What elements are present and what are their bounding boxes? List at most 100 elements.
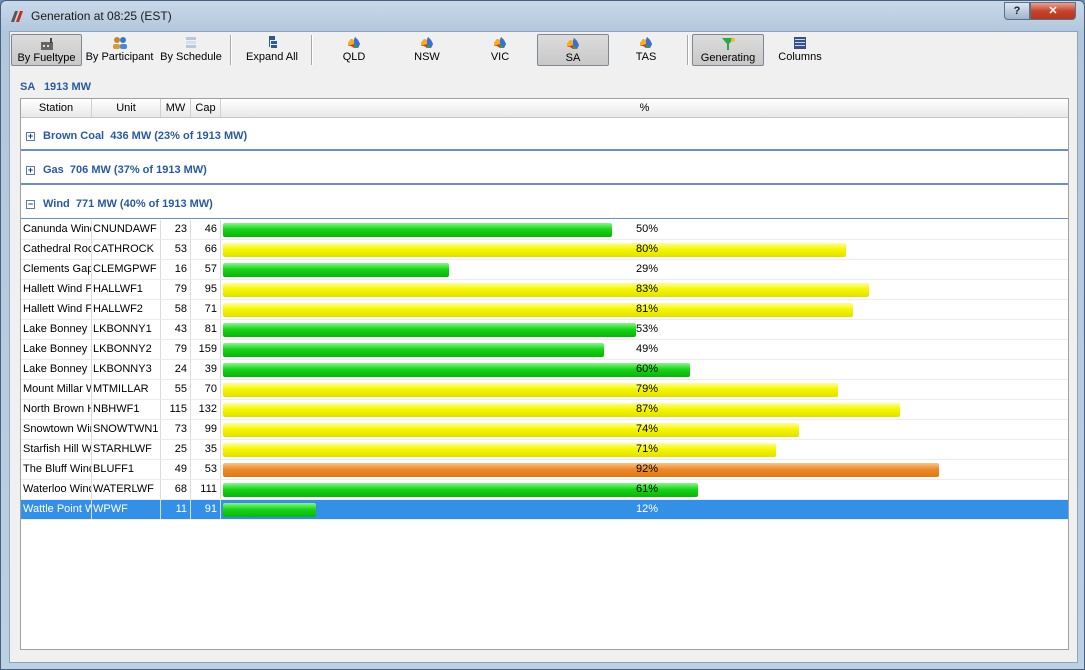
table-row[interactable]: Hallett Wind F HALLWF2 58 71 81% (21, 300, 1068, 320)
capacity-bar (223, 323, 640, 339)
station-cell: Mount Millar W (23, 383, 91, 395)
cap-cell: 70 (204, 383, 217, 395)
column-divider (220, 280, 221, 299)
by-fueltype-label: By Fueltype (17, 52, 76, 64)
table-row[interactable]: Clements Gap CLEMGPWF 16 57 29% (21, 260, 1068, 280)
group-gas[interactable]: + Gas 706 MW (37% of 1913 MW) (21, 152, 1068, 185)
capacity-bar (223, 303, 857, 319)
table-row[interactable]: The Bluff Wind BLUFF1 49 53 92% (21, 460, 1068, 480)
column-divider (190, 340, 191, 359)
group-title: Wind 771 MW (40% of 1913 MW) (43, 198, 213, 210)
group-name: Gas (43, 164, 64, 176)
mw-cell: 68 (174, 483, 187, 495)
table-row[interactable]: Cathedral RocksCATHROCK 53 66 80% (21, 240, 1068, 260)
column-divider (91, 360, 92, 379)
cap-cell: 111 (200, 483, 217, 495)
toolbar-separator (230, 35, 232, 65)
expand-toggle-icon[interactable]: + (26, 131, 35, 141)
percent-cell: 79% (222, 380, 1068, 399)
column-divider (160, 340, 161, 359)
table-row[interactable]: Mount Millar W MTMILLAR 55 70 79% (21, 380, 1068, 400)
table-row[interactable]: Hallett Wind F HALLWF1 79 95 83% (21, 280, 1068, 300)
by-fueltype-button[interactable]: By Fueltype (11, 34, 82, 66)
region-nsw-button[interactable]: NSW (391, 34, 463, 66)
expand-toggle-icon[interactable]: + (26, 165, 35, 175)
columns-button[interactable]: Columns (766, 34, 834, 66)
mw-cell: 24 (174, 363, 187, 375)
region-qld-button[interactable]: QLD (318, 34, 390, 66)
capacity-bar (223, 483, 702, 499)
table-row[interactable]: Starfish Hill Wi STARHLWF 25 35 71% (21, 440, 1068, 460)
column-divider (220, 500, 221, 519)
column-divider (190, 220, 191, 239)
unit-cell: CATHROCK (93, 243, 154, 255)
title-bar[interactable]: Generation at 08:25 (EST) ? ✕ (1, 1, 1084, 31)
australia-map-icon (567, 38, 579, 49)
table-row[interactable]: Lake Bonney S LKBONNY2 79 159 49% (21, 340, 1068, 360)
cap-cell: 159 (198, 343, 217, 355)
generating-button[interactable]: Generating (692, 34, 764, 66)
region-vic-button[interactable]: VIC (464, 34, 536, 66)
table-row[interactable]: Lake Bonney S LKBONNY1 43 81 53% (21, 320, 1068, 340)
unit-cell: SNOWTWN1 (93, 423, 159, 435)
by-schedule-label: By Schedule (160, 51, 222, 63)
column-header-station[interactable]: Station (21, 99, 92, 117)
table-row[interactable]: Wattle Point W WPWF 11 91 12% (21, 500, 1068, 520)
group-summary: 706 MW (37% of 1913 MW) (69, 164, 207, 176)
percent-label: 50% (635, 223, 659, 235)
percent-label: 74% (635, 423, 659, 435)
group-brown-coal[interactable]: + Brown Coal 436 MW (23% of 1913 MW) (21, 118, 1068, 151)
column-divider (160, 480, 161, 499)
table-row[interactable]: Lake Bonney S LKBONNY3 24 39 60% (21, 360, 1068, 380)
column-divider (91, 260, 92, 279)
percent-label: 53% (635, 323, 659, 335)
capacity-bar (223, 423, 803, 439)
percent-cell: 53% (222, 320, 1068, 339)
percent-label: 29% (635, 263, 659, 275)
expand-all-button[interactable]: Expand All (238, 34, 306, 66)
app-logo-icon (11, 11, 23, 22)
cap-cell: 132 (198, 403, 217, 415)
expand-all-icon (269, 36, 277, 48)
table-row[interactable]: Canunda Wind CNUNDAWF 23 46 50% (21, 220, 1068, 240)
column-divider (190, 260, 191, 279)
percent-cell: 61% (222, 480, 1068, 499)
column-header-percent[interactable]: % (639, 102, 650, 114)
table-row[interactable]: Snowtown Win SNOWTWN1 73 99 74% (21, 420, 1068, 440)
group-name: Brown Coal (43, 130, 105, 142)
region-tas-button[interactable]: TAS (610, 34, 682, 66)
cap-cell: 57 (204, 263, 217, 275)
column-divider (91, 320, 92, 339)
by-participant-button[interactable]: By Participant (83, 34, 156, 66)
expand-all-label: Expand All (246, 51, 298, 63)
region-sa-button[interactable]: SA (537, 34, 609, 66)
australia-map-icon (494, 37, 506, 48)
fueltype-icon (40, 38, 53, 50)
mw-cell: 115 (169, 403, 187, 415)
australia-map-icon (640, 37, 652, 48)
close-button[interactable]: ✕ (1030, 2, 1076, 20)
schedule-icon (186, 37, 196, 48)
column-header-mw[interactable]: MW (161, 99, 191, 117)
capacity-bar (223, 403, 904, 419)
column-divider (91, 400, 92, 419)
column-header-cap[interactable]: Cap (191, 99, 221, 117)
column-divider (91, 380, 92, 399)
column-divider (160, 280, 161, 299)
by-schedule-button[interactable]: By Schedule (157, 34, 225, 66)
help-button[interactable]: ? (1004, 2, 1030, 20)
percent-label: 87% (635, 403, 659, 415)
column-header-unit[interactable]: Unit (92, 99, 161, 117)
column-divider (220, 480, 221, 499)
table-row[interactable]: Waterloo Wind WATERLWF 68 111 61% (21, 480, 1068, 500)
group-name: Wind (43, 198, 70, 210)
capacity-bar (223, 503, 320, 519)
cap-cell: 46 (204, 223, 217, 235)
group-wind[interactable]: − Wind 771 MW (40% of 1913 MW) (21, 186, 1068, 219)
collapse-toggle-icon[interactable]: − (26, 199, 35, 209)
table-row[interactable]: North Brown H NBHWF1 115 132 87% (21, 400, 1068, 420)
unit-cell: WPWF (93, 503, 128, 515)
capacity-bar (223, 243, 850, 259)
station-cell: Lake Bonney S (23, 323, 91, 335)
column-divider (91, 460, 92, 479)
